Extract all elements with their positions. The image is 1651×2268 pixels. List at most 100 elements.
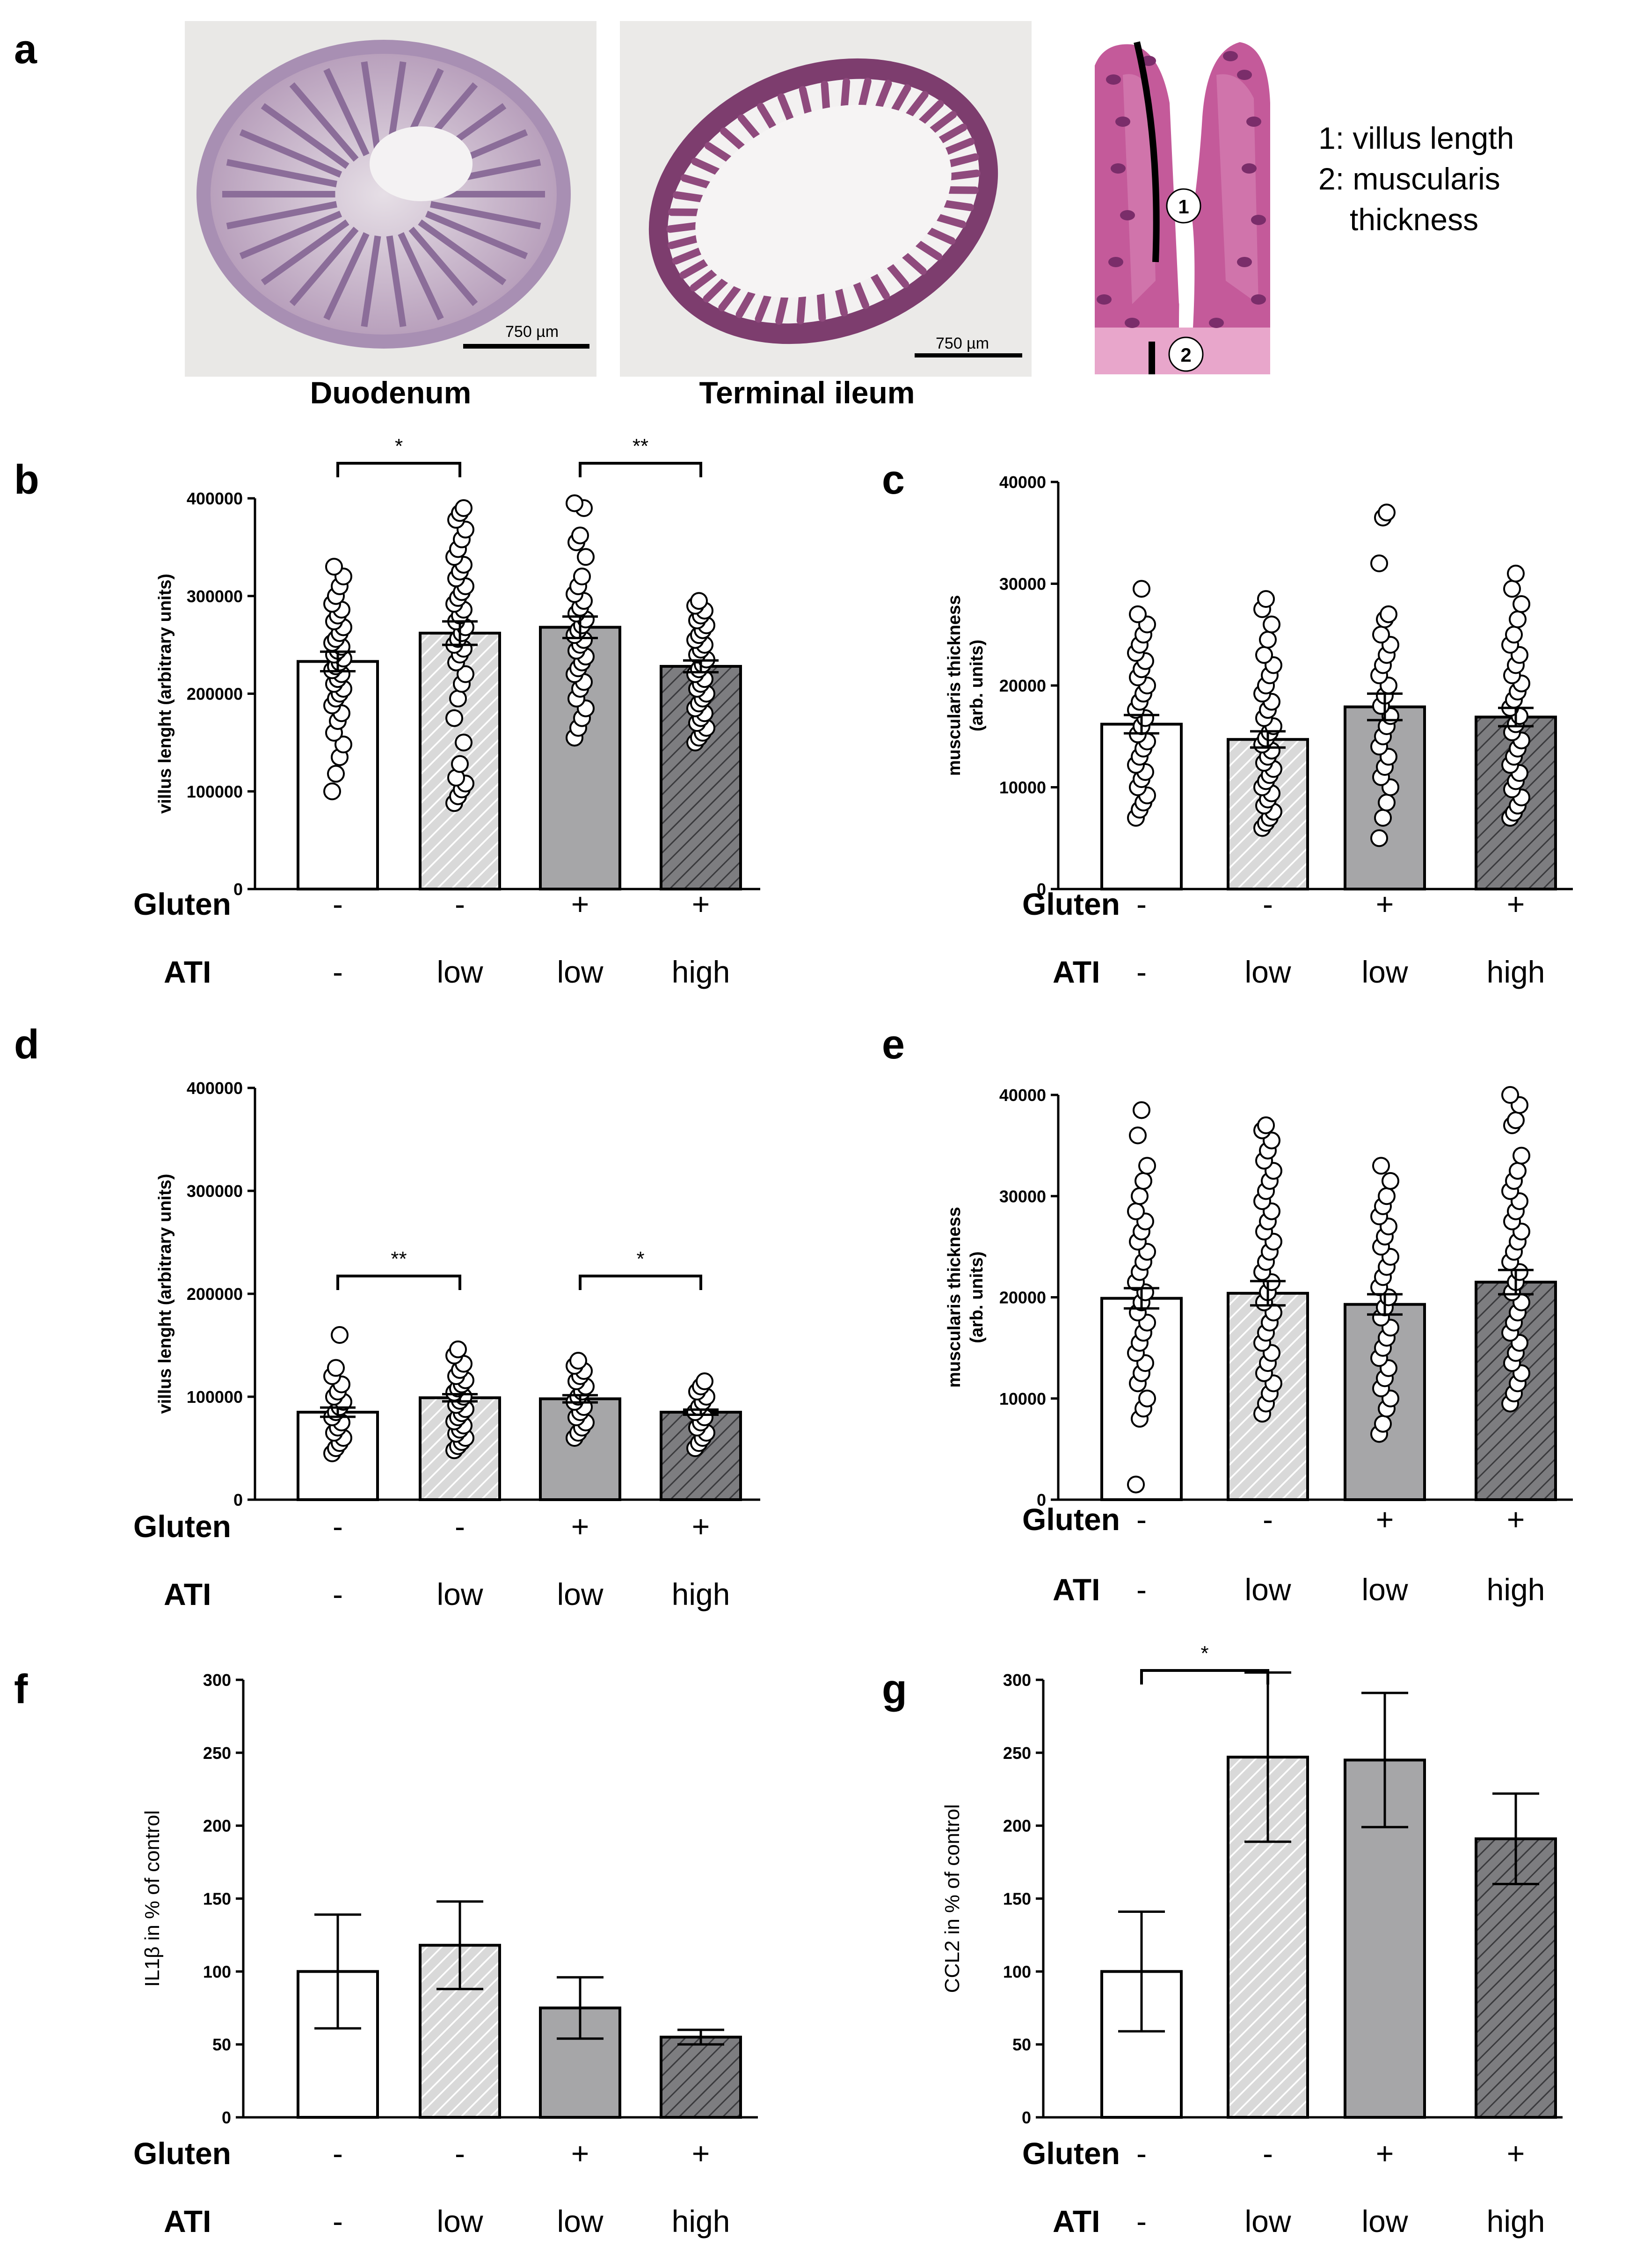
y-tick-label: 300000 [187,587,243,606]
ati-row-label: ATI [164,955,211,989]
data-point [696,1372,713,1390]
gluten-value: + [692,1509,710,1544]
data-point [323,782,341,801]
data-point [1501,1086,1519,1104]
gluten-value: + [1507,887,1525,921]
y-tick-label: 20000 [999,676,1046,695]
gluten-value: + [571,887,589,921]
data-point [1138,1157,1156,1175]
gluten-row-label: Gluten [1022,2136,1120,2171]
data-point [1257,590,1275,608]
data-point [1138,1389,1156,1407]
y-tick-label: 400000 [187,489,243,508]
data-point [577,548,595,566]
bar-4 [660,2035,742,2119]
y-axis-label: villus lenght (arbitrary units) [155,1174,175,1414]
ati-value: low [436,1577,483,1612]
data-point [1378,794,1396,812]
y-tick-label: 0 [1037,880,1046,899]
gluten-value: + [571,1509,589,1544]
data-point [1374,1415,1392,1433]
duodenum-micrograph: 750 µm [185,21,596,377]
y-tick-label: 0 [222,2108,231,2127]
scale-label-duodenum: 750 µm [505,323,559,341]
gluten-row-label: Gluten [133,887,231,921]
gluten-value: - [1263,1502,1273,1537]
ati-row-label: ATI [1053,2204,1100,2239]
ati-value: low [1361,955,1408,989]
significance-label: * [636,1247,644,1270]
error-bar-3 [562,615,598,640]
y-axis-label: CCL2 in % of control [941,1804,964,1993]
data-point [1370,554,1388,572]
ati-value: high [672,1577,730,1612]
significance-label: * [395,435,403,458]
chart-b: 0 100000 200000 300000 400000 villus lenght (… [133,435,760,989]
error-bar-1 [320,650,356,672]
y-tick-label: 150 [203,1889,231,1909]
gluten-value: - [1136,1502,1147,1537]
chart-f: 0 50 100 150 200 250 300 IL1β in % of control Gl… [133,1670,758,2239]
data-point [1374,809,1392,827]
y-tick-label: 200000 [187,685,243,704]
data-point [457,665,474,683]
error-bar-1 [320,1406,356,1418]
ati-row-label: ATI [1053,955,1100,989]
ati-value: - [1136,955,1147,989]
data-point [1135,1172,1152,1190]
data-point [1127,1475,1145,1494]
data-point [1505,626,1523,644]
data-point [455,733,473,751]
ati-value: - [1136,1572,1147,1607]
y-axis-label: muscularis thickness (arb. units) [945,595,987,776]
panel-b-letter: b [14,456,39,503]
data-point [331,1326,349,1344]
data-point [1513,595,1530,613]
gluten-row-label: Gluten [133,1509,231,1544]
ati-value: - [333,955,343,989]
data-point [449,689,467,707]
gluten-value: + [1376,2136,1394,2171]
villus-detail-image: 1 2 [1092,37,1270,374]
y-tick-label: 300000 [187,1181,243,1201]
data-point [1513,1146,1530,1165]
data-point [1133,1101,1150,1119]
points-group-1 [1127,580,1156,827]
error-bar-2 [436,1900,483,1991]
error-bar-4 [1498,1269,1534,1296]
data-point [1372,1157,1390,1175]
ati-value: high [1487,955,1545,989]
error-bar-3 [557,1976,604,2040]
gluten-value: - [455,1509,465,1544]
panel-f-letter: f [14,1666,28,1712]
scale-bar-ileum [915,353,1022,357]
data-point [1509,610,1527,628]
gluten-value: + [692,887,710,921]
data-point [451,755,469,773]
data-point [1133,580,1150,598]
y-tick-label: 200000 [187,1284,243,1304]
ati-value: - [333,1577,343,1612]
significance-bracket: * [336,435,461,477]
data-point [690,592,708,610]
y-tick-label: 200 [1003,1816,1031,1836]
data-point [1378,1187,1396,1205]
data-point [1382,1172,1399,1190]
data-point [1127,1202,1145,1220]
y-tick-label: 100 [1003,1962,1031,1981]
data-point [566,494,583,512]
gluten-value: + [1376,1502,1394,1537]
y-tick-label: 200 [203,1816,231,1836]
y-tick-label: 20000 [999,1288,1046,1307]
data-point [1259,631,1277,649]
data-point [449,1340,467,1358]
error-bar-1 [314,1913,361,2030]
ati-row-label: ATI [164,2204,211,2239]
points-group-4 [686,1372,715,1457]
data-point [1507,1111,1525,1130]
significance-label: ** [391,1247,407,1270]
significance-bracket: ** [336,1247,461,1290]
y-tick-label: 50 [212,2035,231,2054]
error-bar-3 [1361,1692,1408,1829]
